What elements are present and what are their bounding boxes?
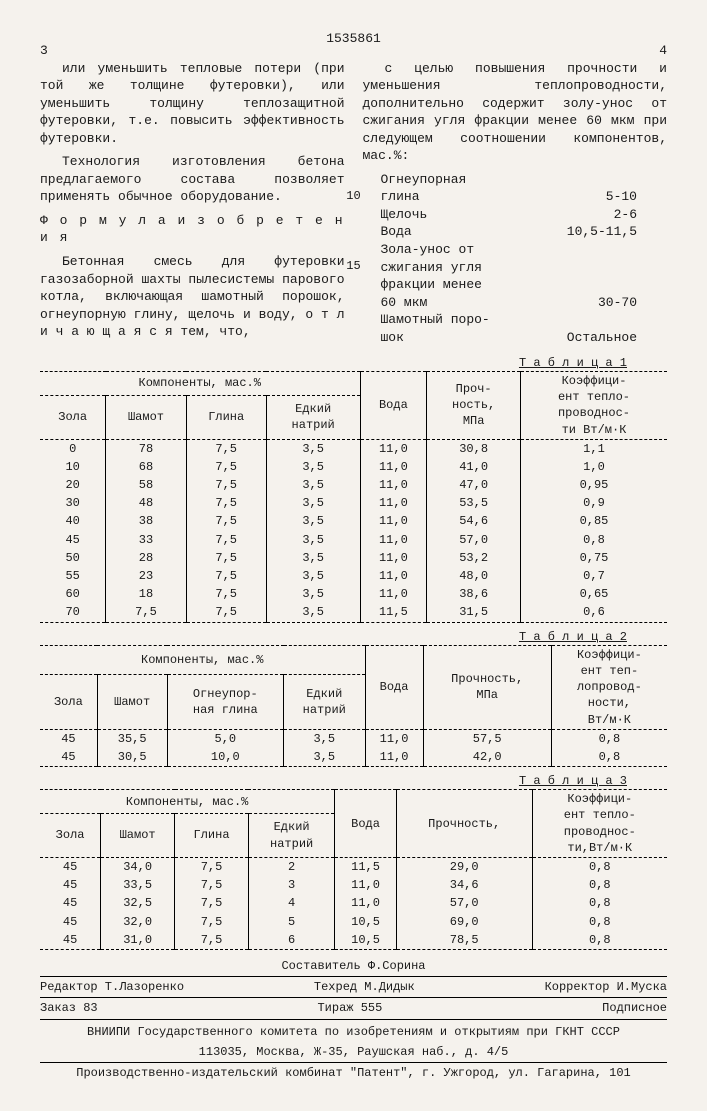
left-para-3: Бетонная смесь для футеровки газозаборно… (40, 253, 345, 341)
component-row: шокОстальное (381, 329, 668, 347)
line-number-10: 10 (346, 188, 360, 204)
table-2-label: Т а б л и ц а 2 (40, 629, 627, 645)
table-2: Компоненты, мас.%ВодаПрочность, МПаКоэфф… (40, 645, 667, 767)
component-row: глина5-10 (381, 188, 668, 206)
page-columns: 3 4 или уменьшить тепловые потери (при т… (40, 60, 667, 347)
col-num-right: 4 (659, 42, 667, 60)
table-3: Компоненты, мас.%ВодаПрочность,Коэффици-… (40, 789, 667, 950)
component-row: 60 мкм30-70 (381, 294, 668, 312)
subscription: Подписное (602, 1000, 667, 1016)
order-number: Заказ 83 (40, 1000, 98, 1016)
order-row: Заказ 83 Тираж 555 Подписное (40, 997, 667, 1019)
document-number: 1535861 (40, 30, 667, 48)
two-column-text: или уменьшить тепловые потери (при той ж… (40, 60, 667, 347)
left-para-1: или уменьшить тепловые потери (при той ж… (40, 60, 345, 148)
line-number-15: 15 (346, 258, 360, 274)
left-para-2: Технология изготовления бетона предлагае… (40, 153, 345, 206)
table-1: Компоненты, мас.%ВодаПроч- ность, МПаКоэ… (40, 371, 667, 623)
footer-address: 113035, Москва, Ж-35, Раушская наб., д. … (40, 1044, 667, 1060)
component-row: фракции менее (381, 276, 668, 294)
print-run: Тираж 555 (317, 1000, 382, 1016)
formula-label: Ф о р м у л а и з о б р е т е н и я (40, 212, 345, 247)
component-row: Вода10,5-11,5 (381, 223, 668, 241)
right-para-1: с целью повышения прочности и уменьшения… (363, 60, 668, 165)
credits-row: Редактор Т.Лазоренко Техред М.Дидык Корр… (40, 976, 667, 995)
right-column: с целью повышения прочности и уменьшения… (363, 60, 668, 347)
component-row: Зола-унос от (381, 241, 668, 259)
component-row: Щелочь2-6 (381, 206, 668, 224)
table-1-label: Т а б л и ц а 1 (40, 355, 627, 371)
footer-publisher: Производственно-издательский комбинат "П… (40, 1062, 667, 1081)
compiler-credit: Составитель Ф.Сорина (40, 958, 667, 974)
table-3-label: Т а б л и ц а 3 (40, 773, 627, 789)
col-num-left: 3 (40, 42, 48, 60)
editor-credit: Редактор Т.Лазоренко (40, 979, 184, 995)
footer-org: ВНИИПИ Государственного комитета по изоб… (40, 1024, 667, 1040)
component-row: Огнеупорная (381, 171, 668, 189)
techred-credit: Техред М.Дидык (314, 979, 415, 995)
component-row: сжигания угля (381, 259, 668, 277)
corrector-credit: Корректор И.Муска (545, 979, 667, 995)
left-column: или уменьшить тепловые потери (при той ж… (40, 60, 345, 347)
component-row: Шамотный поро- (381, 311, 668, 329)
component-list: Огнеупорнаяглина5-10Щелочь2-6Вода10,5-11… (381, 171, 668, 346)
